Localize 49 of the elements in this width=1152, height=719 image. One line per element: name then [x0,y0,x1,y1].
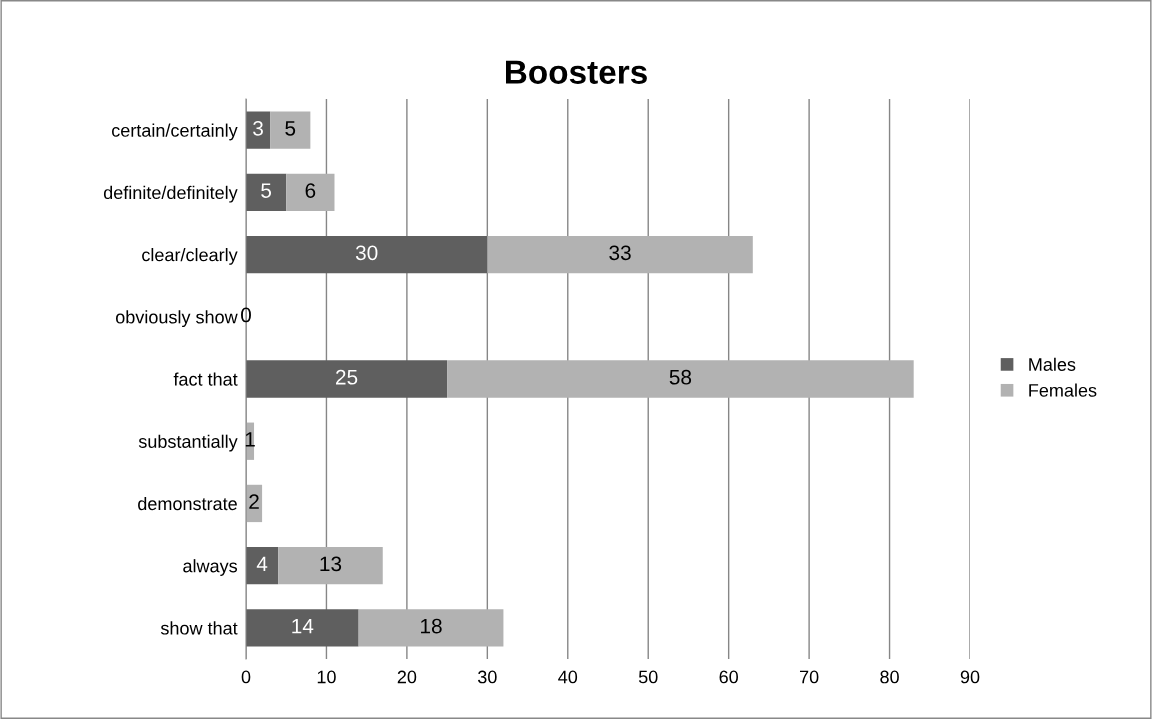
data-label: 30 [355,245,378,261]
legend-label: Males [1029,357,1076,371]
y-tick-label: definite/definitely [103,185,238,203]
data-label: 25 [336,369,358,385]
y-tick-label: fact that [173,372,238,386]
data-label: 33 [609,245,631,261]
data-label: 5 [285,121,296,136]
x-tick-label: 40 [558,670,578,684]
data-label: 58 [669,369,692,385]
data-label: 3 [253,120,263,136]
x-tick-label: 90 [960,670,980,684]
data-label: 18 [421,618,442,634]
x-tick-label: 80 [880,670,899,684]
data-label: 6 [305,183,316,198]
y-tick-label: demonstrate [138,496,237,511]
x-tick-label: 30 [477,670,497,684]
chart-title: Boosters [505,60,647,84]
bar [246,111,271,149]
x-tick-label: 60 [719,670,738,684]
bar [286,173,335,211]
x-tick-label: 0 [241,670,251,684]
y-tick-label: substantially [138,434,238,452]
x-tick-label: 10 [317,670,336,684]
data-label: 1 [245,432,255,447]
y-tick-label: show that [160,621,238,635]
data-label: 0 [241,307,251,323]
bar [246,173,287,211]
data-label: 5 [261,183,272,198]
data-label: 14 [292,618,314,634]
y-tick-label: clear/clearly [142,248,238,265]
bar [246,547,279,585]
y-tick-label: certain/certainly [112,123,238,141]
bar [358,609,504,647]
legend-label: Females [1029,383,1097,397]
bar [246,609,359,647]
bar [246,235,488,274]
y-tick-label: always [183,559,238,576]
data-label: 4 [256,556,268,572]
bar [270,111,311,149]
bar [487,235,753,274]
data-label: 2 [249,494,259,509]
y-tick-label: obviously show [115,310,238,328]
bar [246,360,448,398]
x-tick-label: 20 [397,670,417,684]
bar [447,360,914,398]
bar [278,547,383,585]
x-tick-label: 50 [638,670,658,684]
data-label: 13 [320,556,342,572]
x-tick-label: 70 [800,670,819,684]
